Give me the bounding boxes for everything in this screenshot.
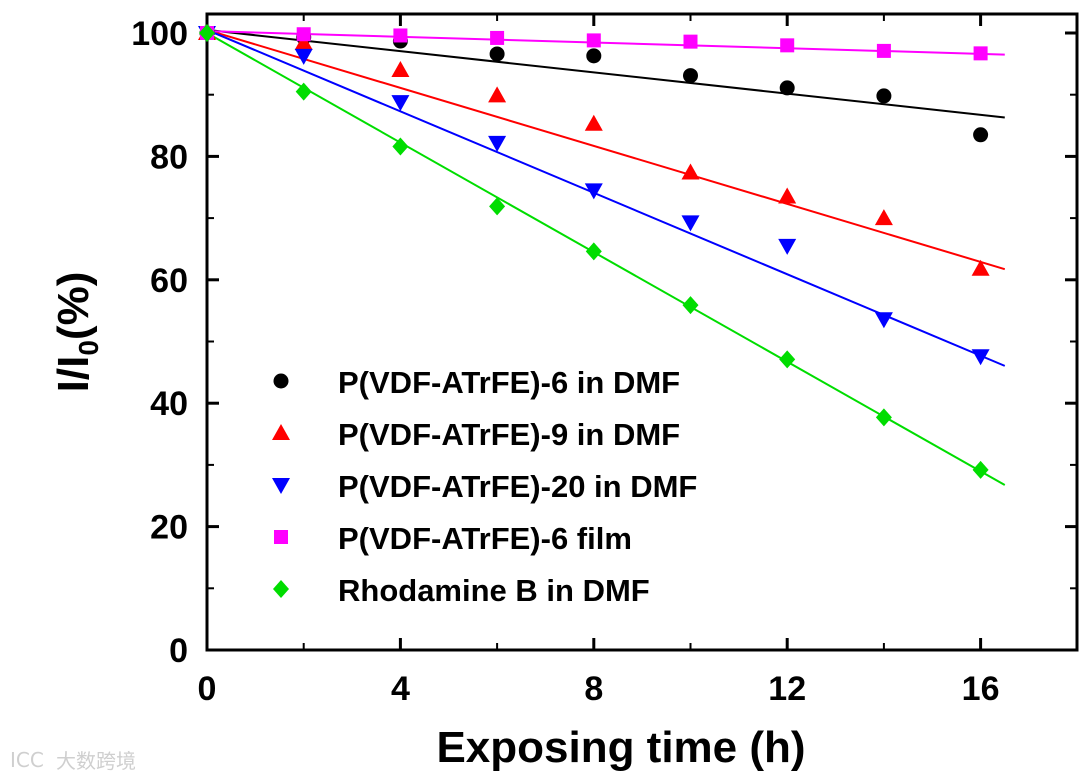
- data-point: [490, 30, 505, 45]
- x-tick-label: 4: [391, 670, 410, 708]
- legend: P(VDF-ATrFE)-6 in DMF P(VDF-ATrFE)-9 in D…: [272, 365, 697, 608]
- legend-marker: [272, 424, 290, 440]
- watermark-logo: ICC: [10, 748, 44, 772]
- data-point: [780, 38, 795, 53]
- data-point: [296, 27, 311, 42]
- data-point: [391, 95, 410, 112]
- data-point: [973, 127, 989, 143]
- data-point: [488, 135, 507, 152]
- y-axis-title-tail: (%): [49, 272, 98, 340]
- data-point: [294, 48, 313, 65]
- y-tick-label: 20: [150, 509, 188, 547]
- data-point: [972, 460, 989, 479]
- y-tick-label: 80: [150, 138, 188, 176]
- legend-label: Rhodamine B in DMF: [338, 573, 650, 608]
- data-point: [294, 33, 313, 50]
- fit-line: [206, 28, 1006, 271]
- data-point: [584, 114, 603, 131]
- data-point: [586, 48, 602, 64]
- y-axis-title: I/I0(%): [49, 272, 104, 393]
- legend-marker: [274, 530, 288, 544]
- fit-line: [206, 30, 1005, 56]
- fit-line: [206, 28, 1005, 119]
- x-tick-label: 12: [768, 670, 806, 708]
- data-point: [778, 238, 797, 255]
- data-point: [874, 209, 893, 226]
- legend-marker: [273, 373, 289, 389]
- data-point: [199, 24, 215, 42]
- legend-marker: [272, 478, 290, 494]
- data-point: [488, 86, 507, 103]
- data-point: [489, 197, 506, 216]
- legend-label: P(VDF-ATrFE)-6 film: [338, 521, 632, 556]
- data-point: [584, 183, 603, 200]
- x-tick-label: 0: [198, 670, 217, 708]
- x-tick-label: 16: [962, 670, 1000, 708]
- data-point: [393, 28, 408, 43]
- data-point: [874, 312, 893, 329]
- plot-frame: [205, 12, 1079, 652]
- data-points: [198, 24, 990, 479]
- legend-label: P(VDF-ATrFE)-20 in DMF: [338, 469, 697, 504]
- data-point: [973, 46, 988, 61]
- data-point: [489, 46, 505, 62]
- data-point: [779, 350, 796, 369]
- y-axis-title-sub: 0: [73, 340, 104, 356]
- y-tick-label: 60: [150, 262, 188, 300]
- y-axis-title-main: I/I: [49, 356, 98, 393]
- data-point: [681, 163, 700, 180]
- data-point: [391, 61, 410, 78]
- y-tick-label: 0: [169, 632, 188, 670]
- fit-line: [206, 28, 1006, 367]
- data-point: [778, 187, 797, 204]
- watermark: ICC 大数跨境: [10, 748, 136, 773]
- fit-line: [206, 32, 1006, 486]
- data-point: [683, 34, 698, 49]
- y-tick-label: 100: [131, 15, 188, 53]
- tick-labels: 0 4 8 12 16 0 20 40 60 80 100: [131, 15, 999, 708]
- data-point: [585, 242, 602, 261]
- data-point: [295, 82, 312, 101]
- watermark-text: 大数跨境: [56, 749, 136, 773]
- y-tick-label: 40: [150, 385, 188, 423]
- data-point: [876, 43, 891, 58]
- legend-marker: [273, 580, 289, 598]
- data-point: [876, 88, 892, 104]
- x-tick-label: 8: [584, 670, 603, 708]
- x-axis-title: Exposing time (h): [436, 723, 805, 772]
- legend-label: P(VDF-ATrFE)-6 in DMF: [338, 365, 680, 400]
- data-point: [392, 137, 409, 156]
- data-point: [779, 80, 795, 96]
- axis-ticks: [205, 14, 1077, 652]
- legend-label: P(VDF-ATrFE)-9 in DMF: [338, 417, 680, 452]
- data-point: [586, 33, 601, 48]
- data-point: [681, 215, 700, 232]
- data-point: [683, 68, 698, 84]
- data-point: [682, 296, 699, 315]
- data-point: [971, 349, 990, 366]
- fit-lines: [206, 28, 1006, 486]
- data-point: [971, 259, 990, 276]
- data-point: [875, 408, 892, 427]
